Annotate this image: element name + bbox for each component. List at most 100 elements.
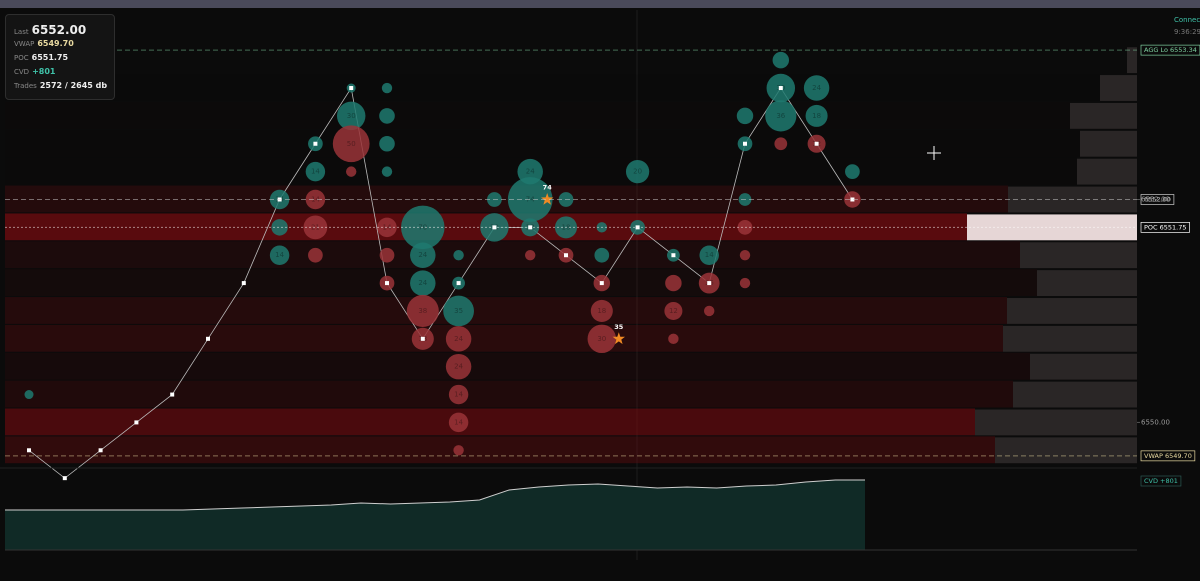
info-label: CVD [14, 68, 30, 76]
price-band [5, 380, 1013, 408]
profile-bar [1070, 102, 1137, 129]
bubble [305, 161, 326, 182]
info-row: VWAP 6549.70 [14, 37, 114, 51]
bubble-label: 14 [454, 391, 463, 399]
level-box [1140, 222, 1190, 233]
profile-bar [967, 214, 1137, 241]
profile-bar [1080, 130, 1137, 157]
bubble [699, 245, 719, 265]
bubble [517, 158, 543, 185]
price-point [814, 141, 819, 146]
bubble-label: 30 [597, 335, 606, 343]
bubble [271, 219, 288, 236]
bubble [346, 166, 357, 177]
bubble [269, 245, 290, 265]
price-point [456, 281, 461, 286]
info-row: Last 6552.00 [14, 23, 114, 37]
bubble-label: 12 [669, 307, 678, 315]
cvd-box [1140, 475, 1182, 487]
price-point [420, 336, 425, 341]
bubble [668, 333, 679, 345]
bubble [774, 137, 788, 151]
profile-bar [1013, 381, 1137, 408]
bubble-label: 14 [383, 223, 392, 231]
bubble [803, 75, 830, 101]
price-point [62, 476, 67, 481]
price-point [27, 448, 31, 453]
bubble-label: 18 [812, 112, 821, 120]
bubble-label: 20 [633, 168, 642, 176]
price-point [170, 392, 175, 397]
price-point [313, 141, 318, 146]
price-band [5, 324, 1003, 352]
price-band [5, 130, 1080, 157]
bubble [507, 177, 553, 222]
bubble [590, 299, 613, 322]
info-row: Trades 2572 / 2645 db [14, 79, 114, 93]
level-box [1140, 450, 1196, 462]
price-band [5, 102, 1070, 129]
bubble [739, 250, 751, 261]
price-band [5, 352, 1030, 380]
y-tick-label: 6550.00 [1141, 418, 1170, 426]
level-box [1140, 194, 1175, 205]
bubble [845, 164, 860, 179]
status: Connected 9:36:29 PM [1174, 14, 1200, 38]
bubble [448, 412, 469, 433]
bubble [453, 250, 464, 261]
info-value: 6551.75 [31, 53, 69, 62]
bubble-label: 14 [275, 251, 284, 259]
bubble [445, 353, 472, 380]
bubble [305, 189, 326, 210]
star-label: 35 [614, 323, 624, 331]
price-point [385, 281, 389, 286]
profile-bar [1127, 47, 1137, 74]
info-label: Trades [14, 82, 37, 90]
bubble [308, 247, 323, 263]
bubble [336, 101, 366, 131]
bubble [739, 277, 751, 289]
cvd-line [5, 479, 865, 511]
price-band [5, 408, 975, 436]
bubble-label: 24 [454, 363, 463, 371]
price-point [850, 197, 855, 202]
bubble [379, 247, 395, 263]
info-value: +801 [32, 67, 56, 76]
bubble-label: 50 [347, 140, 356, 148]
level-label: 6552.00 [1144, 195, 1171, 203]
bubble [443, 295, 474, 327]
star [612, 332, 625, 345]
price-band [5, 74, 1100, 101]
price-point [743, 141, 747, 146]
bubble [332, 125, 370, 163]
bubble [704, 305, 715, 317]
info-row: CVD +801 [14, 65, 114, 79]
level-label: POC 6551.75 [1144, 223, 1187, 231]
price-band [5, 269, 1037, 297]
time: 9:36:29 PM [1174, 28, 1200, 36]
level-label: AGG Lo 6553.34 [1144, 46, 1197, 54]
y-tick-label: 6552.00 [1141, 195, 1170, 203]
profile-bar [995, 437, 1137, 464]
info-label: POC [14, 54, 29, 62]
info-row: POC 6551.75 [14, 51, 114, 65]
bubble [594, 247, 610, 263]
bubble-label: 24 [418, 251, 427, 259]
bubble-label: 14 [454, 418, 463, 426]
price-point [349, 86, 354, 91]
price-band [5, 241, 1020, 269]
bubble-label: 24 [454, 335, 463, 343]
top-bar [0, 0, 1200, 8]
bubble [765, 100, 797, 132]
cvd-area [5, 480, 865, 550]
info-label: Last [14, 28, 29, 36]
profile-bar [1037, 270, 1137, 297]
info-value: 6552.00 [31, 23, 87, 37]
bubble-label: 18 [597, 307, 606, 315]
price-point [671, 253, 676, 258]
bubble [303, 215, 328, 240]
marks: 1414141421305014702424381835242414143024… [24, 51, 861, 481]
cvd-label: CVD +801 [1144, 477, 1178, 485]
